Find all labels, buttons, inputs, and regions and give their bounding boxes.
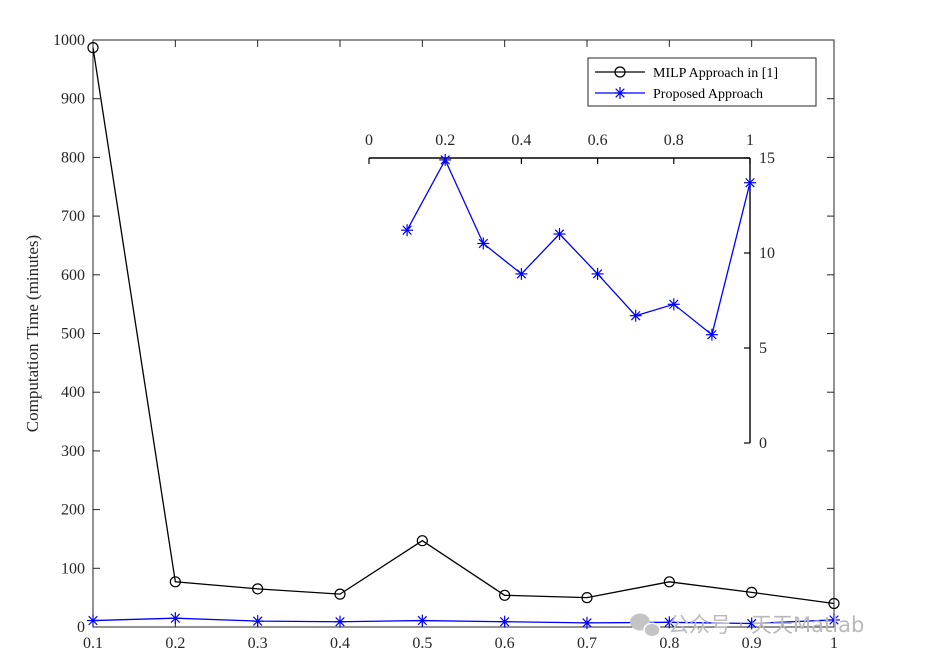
- legend-label-proposed: Proposed Approach: [653, 87, 763, 102]
- data-point-proposed: [416, 614, 429, 627]
- inset-data-point: [591, 267, 604, 280]
- inset-x-tick-label: 0.2: [435, 132, 455, 149]
- data-point-proposed: [87, 614, 99, 627]
- data-point-milp: [416, 535, 428, 547]
- data-point-proposed: [169, 612, 182, 625]
- inset-x-tick-label: 1: [746, 132, 754, 149]
- watermark: 公众号 · 天天Matlab: [630, 613, 864, 638]
- data-point-milp: [87, 42, 99, 54]
- data-point-proposed: [828, 613, 840, 626]
- y-tick-label: 900: [61, 91, 85, 108]
- data-point-proposed: [581, 616, 593, 629]
- y-axis-title: Computation Time (minutes): [23, 235, 42, 432]
- x-tick-label: 0.9: [742, 635, 762, 652]
- x-tick-label: 0.3: [248, 635, 268, 652]
- y-tick-label: 1000: [53, 32, 85, 49]
- data-point-milp: [581, 592, 593, 604]
- data-point-milp: [169, 576, 181, 588]
- legend: MILP Approach in [1] Proposed Approach: [587, 57, 817, 107]
- inset-data-point: [515, 267, 528, 280]
- data-point-milp: [252, 583, 264, 595]
- x-tick-label: 0.8: [659, 635, 679, 652]
- inset-data-point: [744, 176, 756, 189]
- inset-x-tick-label: 0: [365, 132, 373, 149]
- x-tick-label: 0.2: [165, 635, 185, 652]
- legend-box: [587, 57, 817, 107]
- x-tick-label: 0.1: [83, 635, 103, 652]
- inset-data-point: [629, 309, 642, 322]
- y-tick-label: 700: [61, 208, 85, 225]
- inset-data-point: [705, 328, 718, 341]
- series-line-1: [92, 617, 835, 625]
- inset-data-point: [401, 224, 414, 237]
- legend-marker-milp: [614, 66, 626, 78]
- legend-asterisk: [614, 87, 626, 99]
- data-point-milp: [499, 589, 511, 601]
- data-point-proposed: [251, 615, 264, 628]
- data-point-milp: [663, 576, 675, 588]
- inset-data-point: [439, 153, 452, 166]
- x-tick-label: 0.5: [412, 635, 432, 652]
- x-tick-label: 0.7: [577, 635, 597, 652]
- x-tick-label: 0.4: [330, 635, 350, 652]
- inset-y-tick-label: 15: [759, 150, 775, 167]
- inset-y-tick-label: 5: [759, 340, 767, 357]
- data-point-proposed: [663, 616, 676, 629]
- inset-series-line: [406, 158, 751, 336]
- data-point-proposed: [745, 617, 758, 630]
- x-tick-label: 0.6: [495, 635, 515, 652]
- y-tick-label: 500: [61, 326, 85, 343]
- x-tick-label: 1: [830, 635, 838, 652]
- y-tick-label: 300: [61, 443, 85, 460]
- data-point-proposed: [498, 615, 511, 628]
- plot-frame: [92, 39, 835, 628]
- y-tick-label: 800: [61, 149, 85, 166]
- data-point-proposed: [334, 615, 346, 628]
- y-tick-label: 600: [61, 267, 85, 284]
- y-tick-label: 400: [61, 384, 85, 401]
- inset-x-tick-label: 0.4: [511, 132, 531, 149]
- watermark-text: 公众号 · 天天Matlab: [668, 613, 864, 637]
- y-tick-label: 200: [61, 502, 85, 519]
- inset-data-point: [667, 298, 680, 311]
- wechat-icon: [630, 613, 661, 638]
- inset-y-tick-label: 0: [759, 435, 767, 452]
- inset-y-tick-label: 10: [759, 245, 775, 262]
- data-point-milp: [334, 588, 346, 600]
- inset-x-tick-label: 0.6: [588, 132, 608, 149]
- series-line-0: [92, 47, 835, 605]
- legend-marker-proposed: [614, 87, 626, 99]
- legend-label-milp: MILP Approach in [1]: [653, 66, 778, 81]
- inset-data-point: [553, 228, 566, 240]
- main-plot: 0.1 0.2 0.3 0.4 0.5 0.6 0.7 0.8 0.9 1010020030040…: [23, 32, 840, 652]
- y-tick-label: 100: [61, 560, 85, 577]
- inset-x-tick-label: 0.8: [664, 132, 684, 149]
- data-point-milp: [828, 597, 840, 610]
- data-point-milp: [746, 586, 758, 598]
- y-tick-label: 0: [77, 619, 85, 636]
- inset-data-point: [477, 237, 490, 250]
